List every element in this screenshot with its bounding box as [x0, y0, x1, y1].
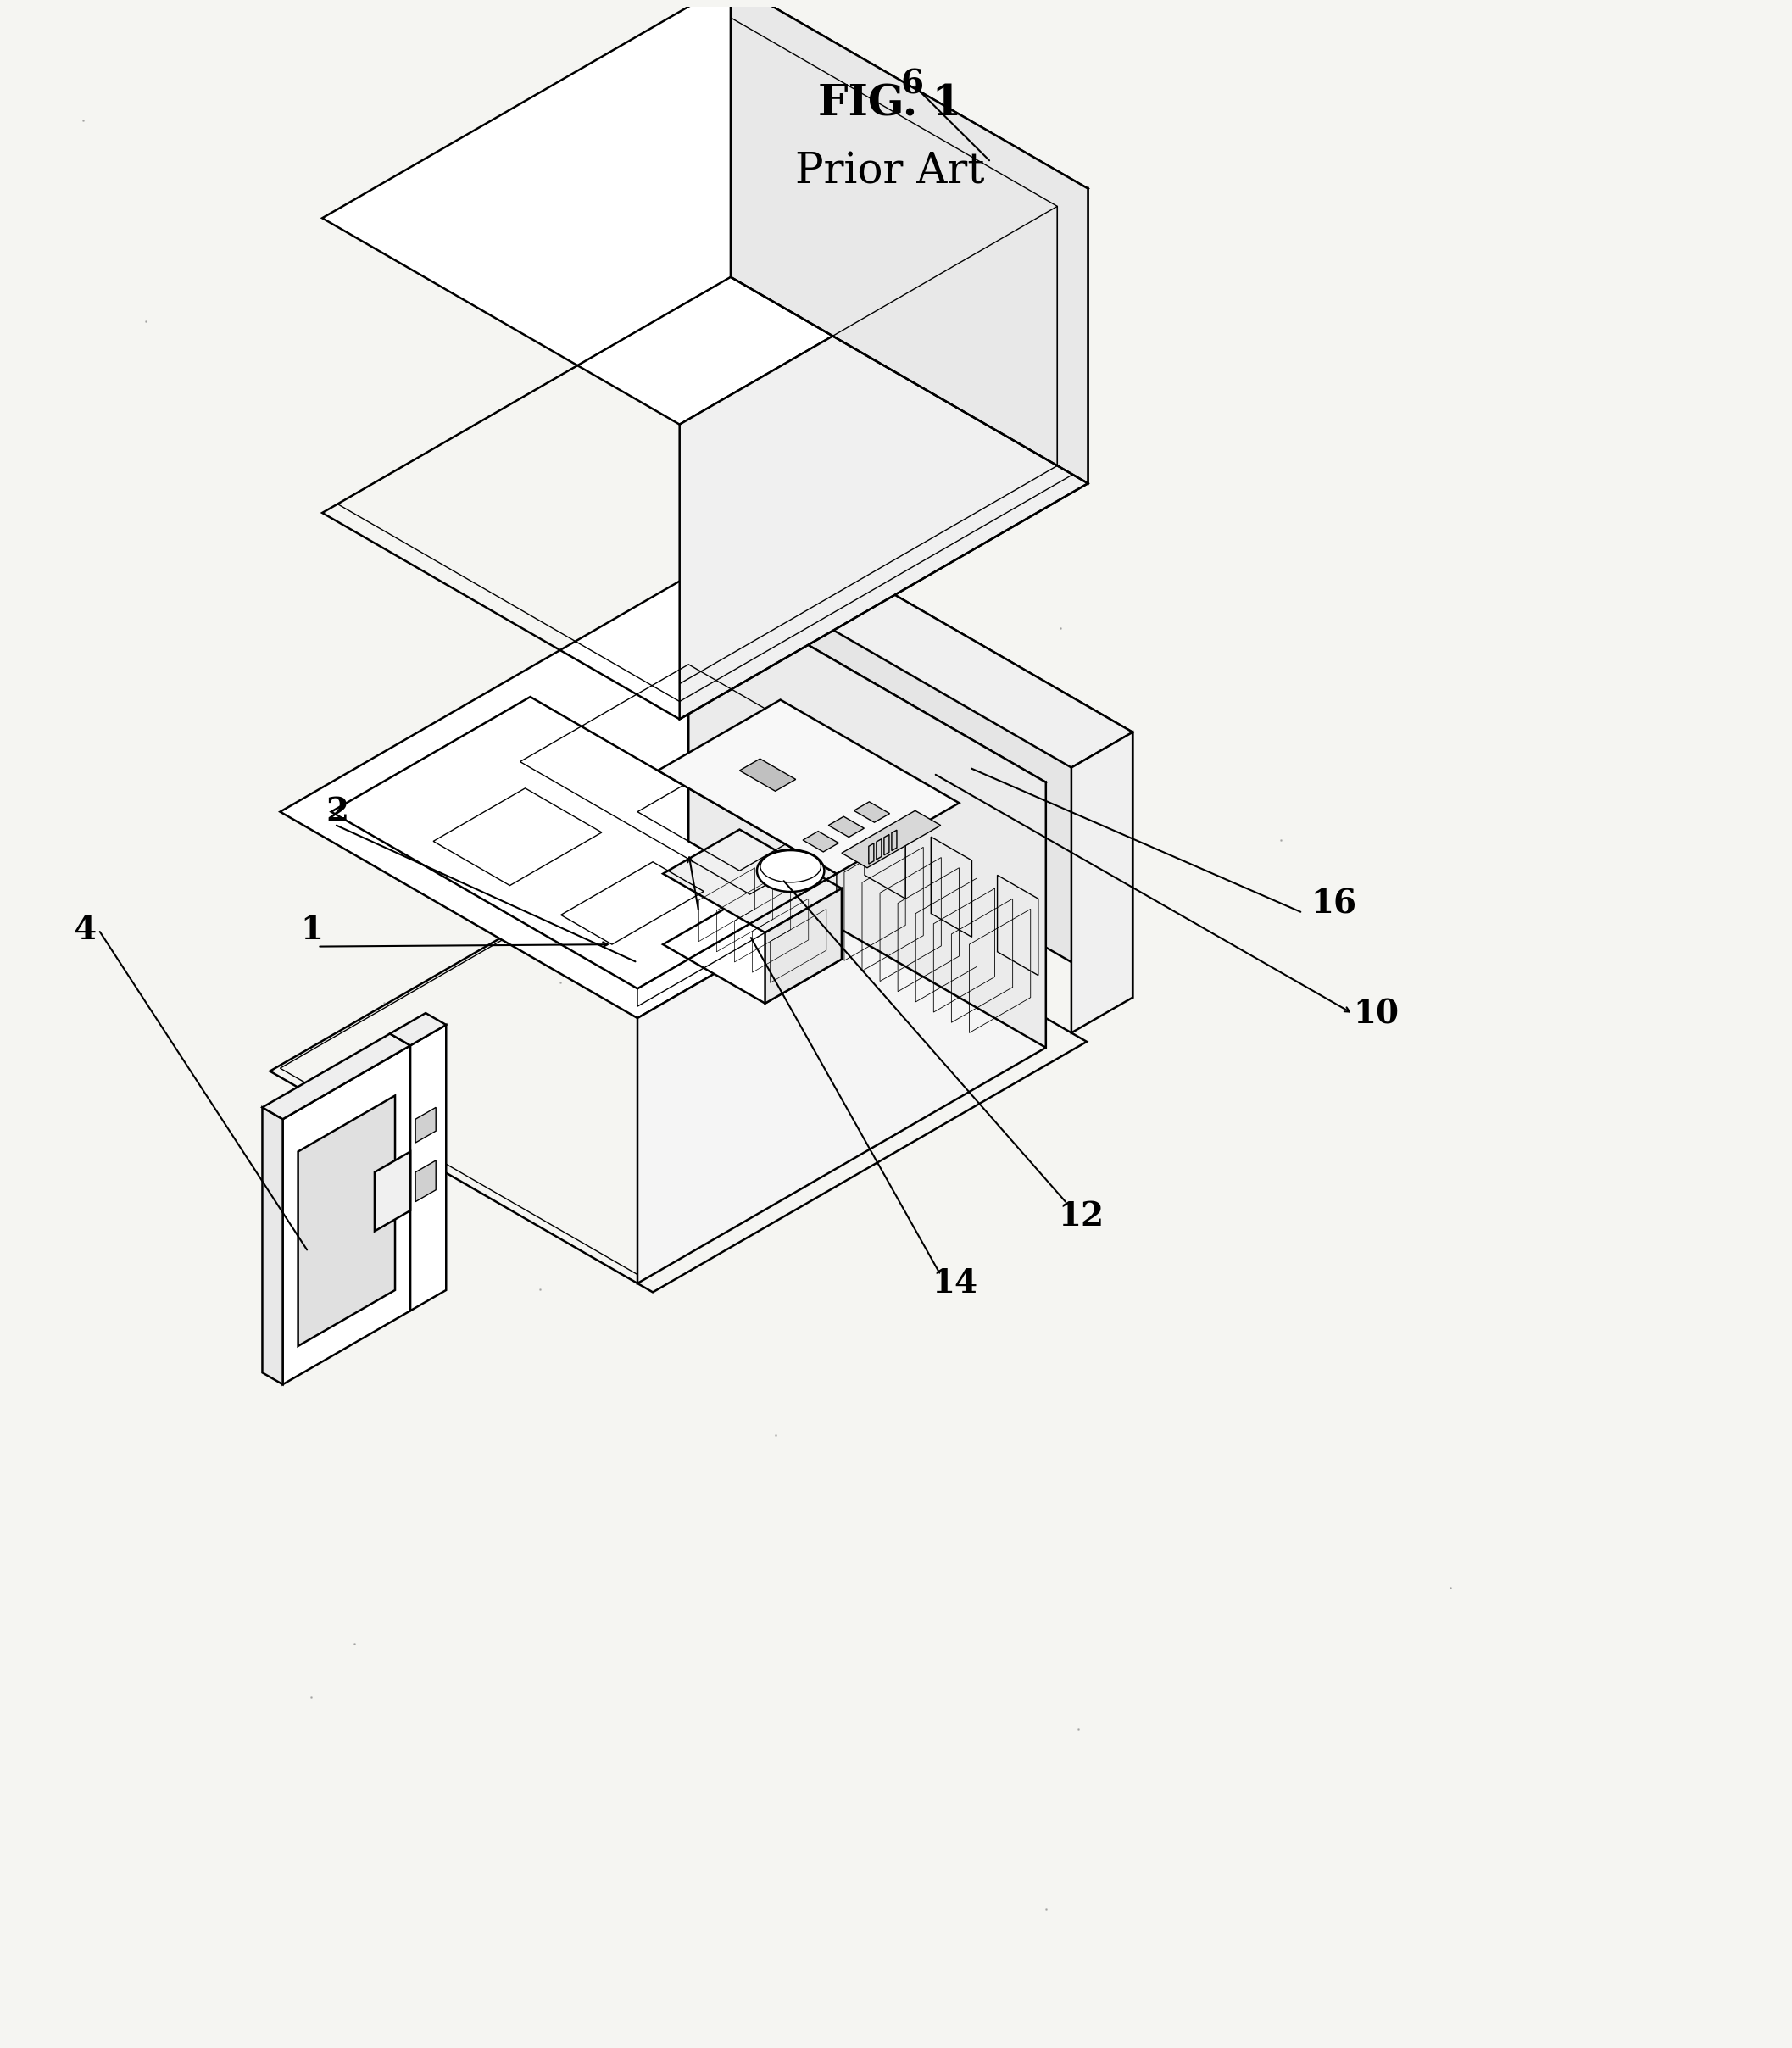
- Polygon shape: [776, 526, 1133, 997]
- Polygon shape: [855, 801, 889, 823]
- Polygon shape: [658, 700, 959, 874]
- Polygon shape: [262, 1108, 283, 1384]
- Text: 16: 16: [1312, 889, 1357, 920]
- Polygon shape: [280, 575, 1047, 1018]
- Polygon shape: [323, 0, 1088, 424]
- Polygon shape: [262, 1034, 410, 1118]
- Polygon shape: [679, 188, 1088, 719]
- Text: Prior Art: Prior Art: [796, 152, 986, 193]
- Text: 1: 1: [301, 913, 324, 946]
- Text: 4: 4: [73, 913, 97, 946]
- Ellipse shape: [756, 850, 824, 891]
- Polygon shape: [688, 575, 1047, 1049]
- Polygon shape: [391, 1014, 446, 1044]
- Polygon shape: [416, 1161, 435, 1202]
- Polygon shape: [731, 0, 1088, 483]
- Polygon shape: [375, 1151, 410, 1231]
- Text: 14: 14: [932, 1268, 978, 1300]
- Polygon shape: [828, 817, 864, 838]
- Polygon shape: [410, 1024, 446, 1311]
- Polygon shape: [1072, 733, 1133, 1032]
- Polygon shape: [740, 758, 796, 791]
- Polygon shape: [297, 1096, 394, 1346]
- Polygon shape: [842, 811, 941, 868]
- Polygon shape: [713, 526, 1133, 768]
- Text: 12: 12: [1059, 1200, 1104, 1233]
- Polygon shape: [283, 1044, 410, 1384]
- Polygon shape: [663, 829, 842, 932]
- Polygon shape: [803, 831, 839, 852]
- Polygon shape: [765, 889, 842, 1004]
- Polygon shape: [663, 901, 842, 1004]
- Text: 10: 10: [1353, 997, 1400, 1030]
- Text: 6: 6: [900, 68, 923, 100]
- Text: 2: 2: [326, 797, 349, 827]
- Text: FIG. 1: FIG. 1: [819, 84, 962, 125]
- Polygon shape: [416, 1108, 435, 1143]
- Polygon shape: [638, 782, 1047, 1284]
